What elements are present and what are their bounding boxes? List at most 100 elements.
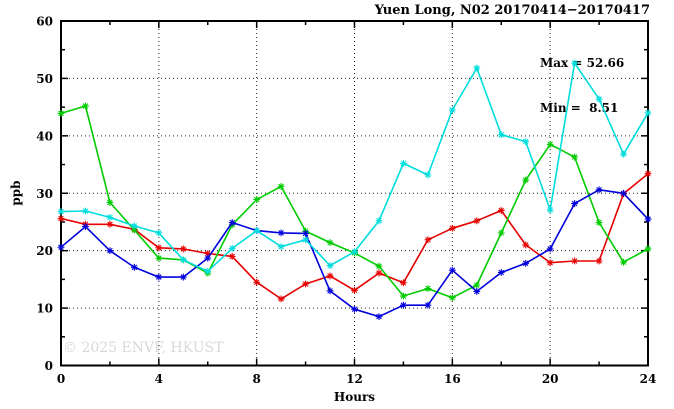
data-point-marker-day-3-blue bbox=[82, 223, 89, 230]
data-point-marker-day-2-green bbox=[497, 229, 505, 237]
data-point-marker-day-2-green bbox=[424, 285, 432, 292]
data-point-marker-day-3-blue bbox=[106, 247, 114, 255]
data-point-marker-day-3-blue bbox=[302, 230, 309, 237]
data-point-marker-day-1-red bbox=[326, 272, 334, 280]
x-axis-label: Hours bbox=[333, 390, 376, 404]
data-point-marker-day-4-cyan bbox=[302, 236, 309, 244]
data-point-marker-day-2-green bbox=[82, 102, 89, 110]
data-point-marker-day-1-red bbox=[644, 170, 652, 178]
data-point-marker-day-3-blue bbox=[375, 313, 383, 321]
data-point-marker-day-2-green bbox=[253, 196, 261, 203]
data-point-marker-day-4-cyan bbox=[497, 131, 505, 139]
data-point-marker-day-4-cyan bbox=[424, 171, 432, 179]
data-point-marker-day-3-blue bbox=[546, 245, 554, 253]
data-point-marker-day-3-blue bbox=[571, 200, 579, 207]
data-point-marker-day-4-cyan bbox=[620, 150, 627, 158]
data-point-marker-day-2-green bbox=[473, 281, 481, 289]
series-line-day-1-red bbox=[60, 173, 649, 300]
chart-title: Yuen Long, N02 20170414−20170417 bbox=[374, 3, 650, 18]
y-tick-label: 0 bbox=[45, 359, 53, 373]
data-point-marker-day-4-cyan bbox=[82, 207, 89, 215]
data-point-marker-day-3-blue bbox=[228, 219, 236, 226]
x-tick-label: 0 bbox=[57, 372, 65, 386]
data-point-marker-day-2-green bbox=[57, 110, 65, 117]
data-point-marker-day-4-cyan bbox=[253, 227, 261, 234]
data-point-marker-day-2-green bbox=[277, 182, 285, 190]
x-tick-label: 24 bbox=[640, 372, 657, 386]
data-point-marker-day-3-blue bbox=[522, 259, 530, 267]
data-point-marker-day-2-green bbox=[571, 153, 579, 161]
data-point-marker-day-1-red bbox=[375, 269, 383, 277]
data-point-marker-day-4-cyan bbox=[204, 267, 212, 275]
data-point-marker-day-1-red bbox=[106, 220, 114, 228]
data-point-marker-day-4-cyan bbox=[375, 217, 383, 225]
data-point-marker-day-1-red bbox=[179, 245, 187, 253]
x-tick-label: 8 bbox=[252, 372, 260, 386]
data-point-marker-day-4-cyan bbox=[522, 138, 530, 145]
x-tick-label: 12 bbox=[346, 372, 363, 386]
data-point-marker-day-4-cyan bbox=[473, 64, 481, 72]
y-tick-label: 10 bbox=[36, 302, 53, 316]
x-tick-label: 20 bbox=[542, 372, 559, 386]
data-point-marker-day-3-blue bbox=[204, 254, 212, 262]
data-point-marker-day-1-red bbox=[522, 241, 530, 249]
data-point-marker-day-2-green bbox=[546, 141, 554, 148]
data-point-marker-day-1-red bbox=[351, 286, 358, 294]
watermark: © 2025 ENVF, HKUST bbox=[63, 340, 224, 356]
data-point-marker-day-3-blue bbox=[400, 301, 407, 309]
data-point-marker-day-1-red bbox=[204, 250, 212, 257]
data-point-marker-day-2-green bbox=[130, 226, 138, 234]
data-point-marker-day-3-blue bbox=[595, 186, 603, 194]
data-point-marker-day-3-blue bbox=[351, 305, 358, 313]
data-point-marker-day-2-green bbox=[595, 219, 603, 226]
data-point-marker-day-2-green bbox=[448, 294, 456, 302]
data-point-marker-day-2-green bbox=[326, 239, 334, 247]
data-point-marker-day-4-cyan bbox=[351, 248, 358, 256]
x-tick-label: 16 bbox=[444, 372, 461, 386]
y-tick-label: 50 bbox=[36, 72, 53, 86]
y-tick-label: 20 bbox=[36, 244, 53, 258]
y-tick-label: 40 bbox=[36, 129, 53, 143]
y-axis-label: ppb bbox=[9, 180, 23, 206]
data-point-marker-day-3-blue bbox=[179, 273, 187, 281]
data-point-marker-day-3-blue bbox=[57, 243, 65, 251]
data-point-marker-day-1-red bbox=[595, 257, 603, 265]
data-point-marker-day-4-cyan bbox=[571, 59, 579, 67]
data-point-marker-day-4-cyan bbox=[228, 244, 236, 252]
data-point-marker-day-2-green bbox=[522, 176, 530, 184]
data-point-marker-day-3-blue bbox=[644, 215, 652, 223]
data-point-marker-day-1-red bbox=[448, 224, 456, 232]
data-point-marker-day-4-cyan bbox=[277, 243, 285, 251]
data-point-marker-day-2-green bbox=[155, 254, 163, 262]
x-tick-label: 4 bbox=[155, 372, 163, 386]
data-point-marker-day-4-cyan bbox=[326, 262, 334, 269]
data-point-marker-day-4-cyan bbox=[130, 222, 138, 230]
data-point-marker-day-4-cyan bbox=[400, 159, 407, 167]
data-point-marker-day-3-blue bbox=[424, 301, 432, 309]
data-point-marker-day-2-green bbox=[106, 199, 114, 206]
data-point-marker-day-4-cyan bbox=[106, 213, 114, 221]
data-point-marker-day-3-blue bbox=[130, 263, 138, 271]
data-point-marker-day-1-red bbox=[302, 280, 309, 288]
data-point-marker-day-4-cyan bbox=[57, 208, 65, 216]
data-point-marker-day-3-blue bbox=[155, 273, 163, 281]
data-point-marker-day-2-green bbox=[644, 245, 652, 253]
data-point-marker-day-3-blue bbox=[277, 229, 285, 237]
data-point-marker-day-4-cyan bbox=[595, 95, 603, 103]
data-point-marker-day-3-blue bbox=[473, 288, 481, 295]
data-point-marker-day-2-green bbox=[620, 258, 627, 266]
data-point-marker-day-3-blue bbox=[620, 189, 627, 197]
data-point-marker-day-3-blue bbox=[497, 269, 505, 276]
data-point-marker-day-3-blue bbox=[326, 287, 334, 295]
data-point-marker-day-1-red bbox=[424, 236, 432, 244]
data-point-marker-day-1-red bbox=[473, 217, 481, 225]
data-point-marker-day-1-red bbox=[546, 259, 554, 267]
data-point-marker-day-1-red bbox=[400, 279, 407, 287]
data-point-marker-day-4-cyan bbox=[644, 109, 652, 117]
data-point-marker-day-4-cyan bbox=[448, 106, 456, 114]
data-point-marker-day-1-red bbox=[155, 244, 163, 252]
data-point-marker-day-1-red bbox=[253, 278, 261, 286]
y-tick-label: 30 bbox=[36, 187, 53, 201]
